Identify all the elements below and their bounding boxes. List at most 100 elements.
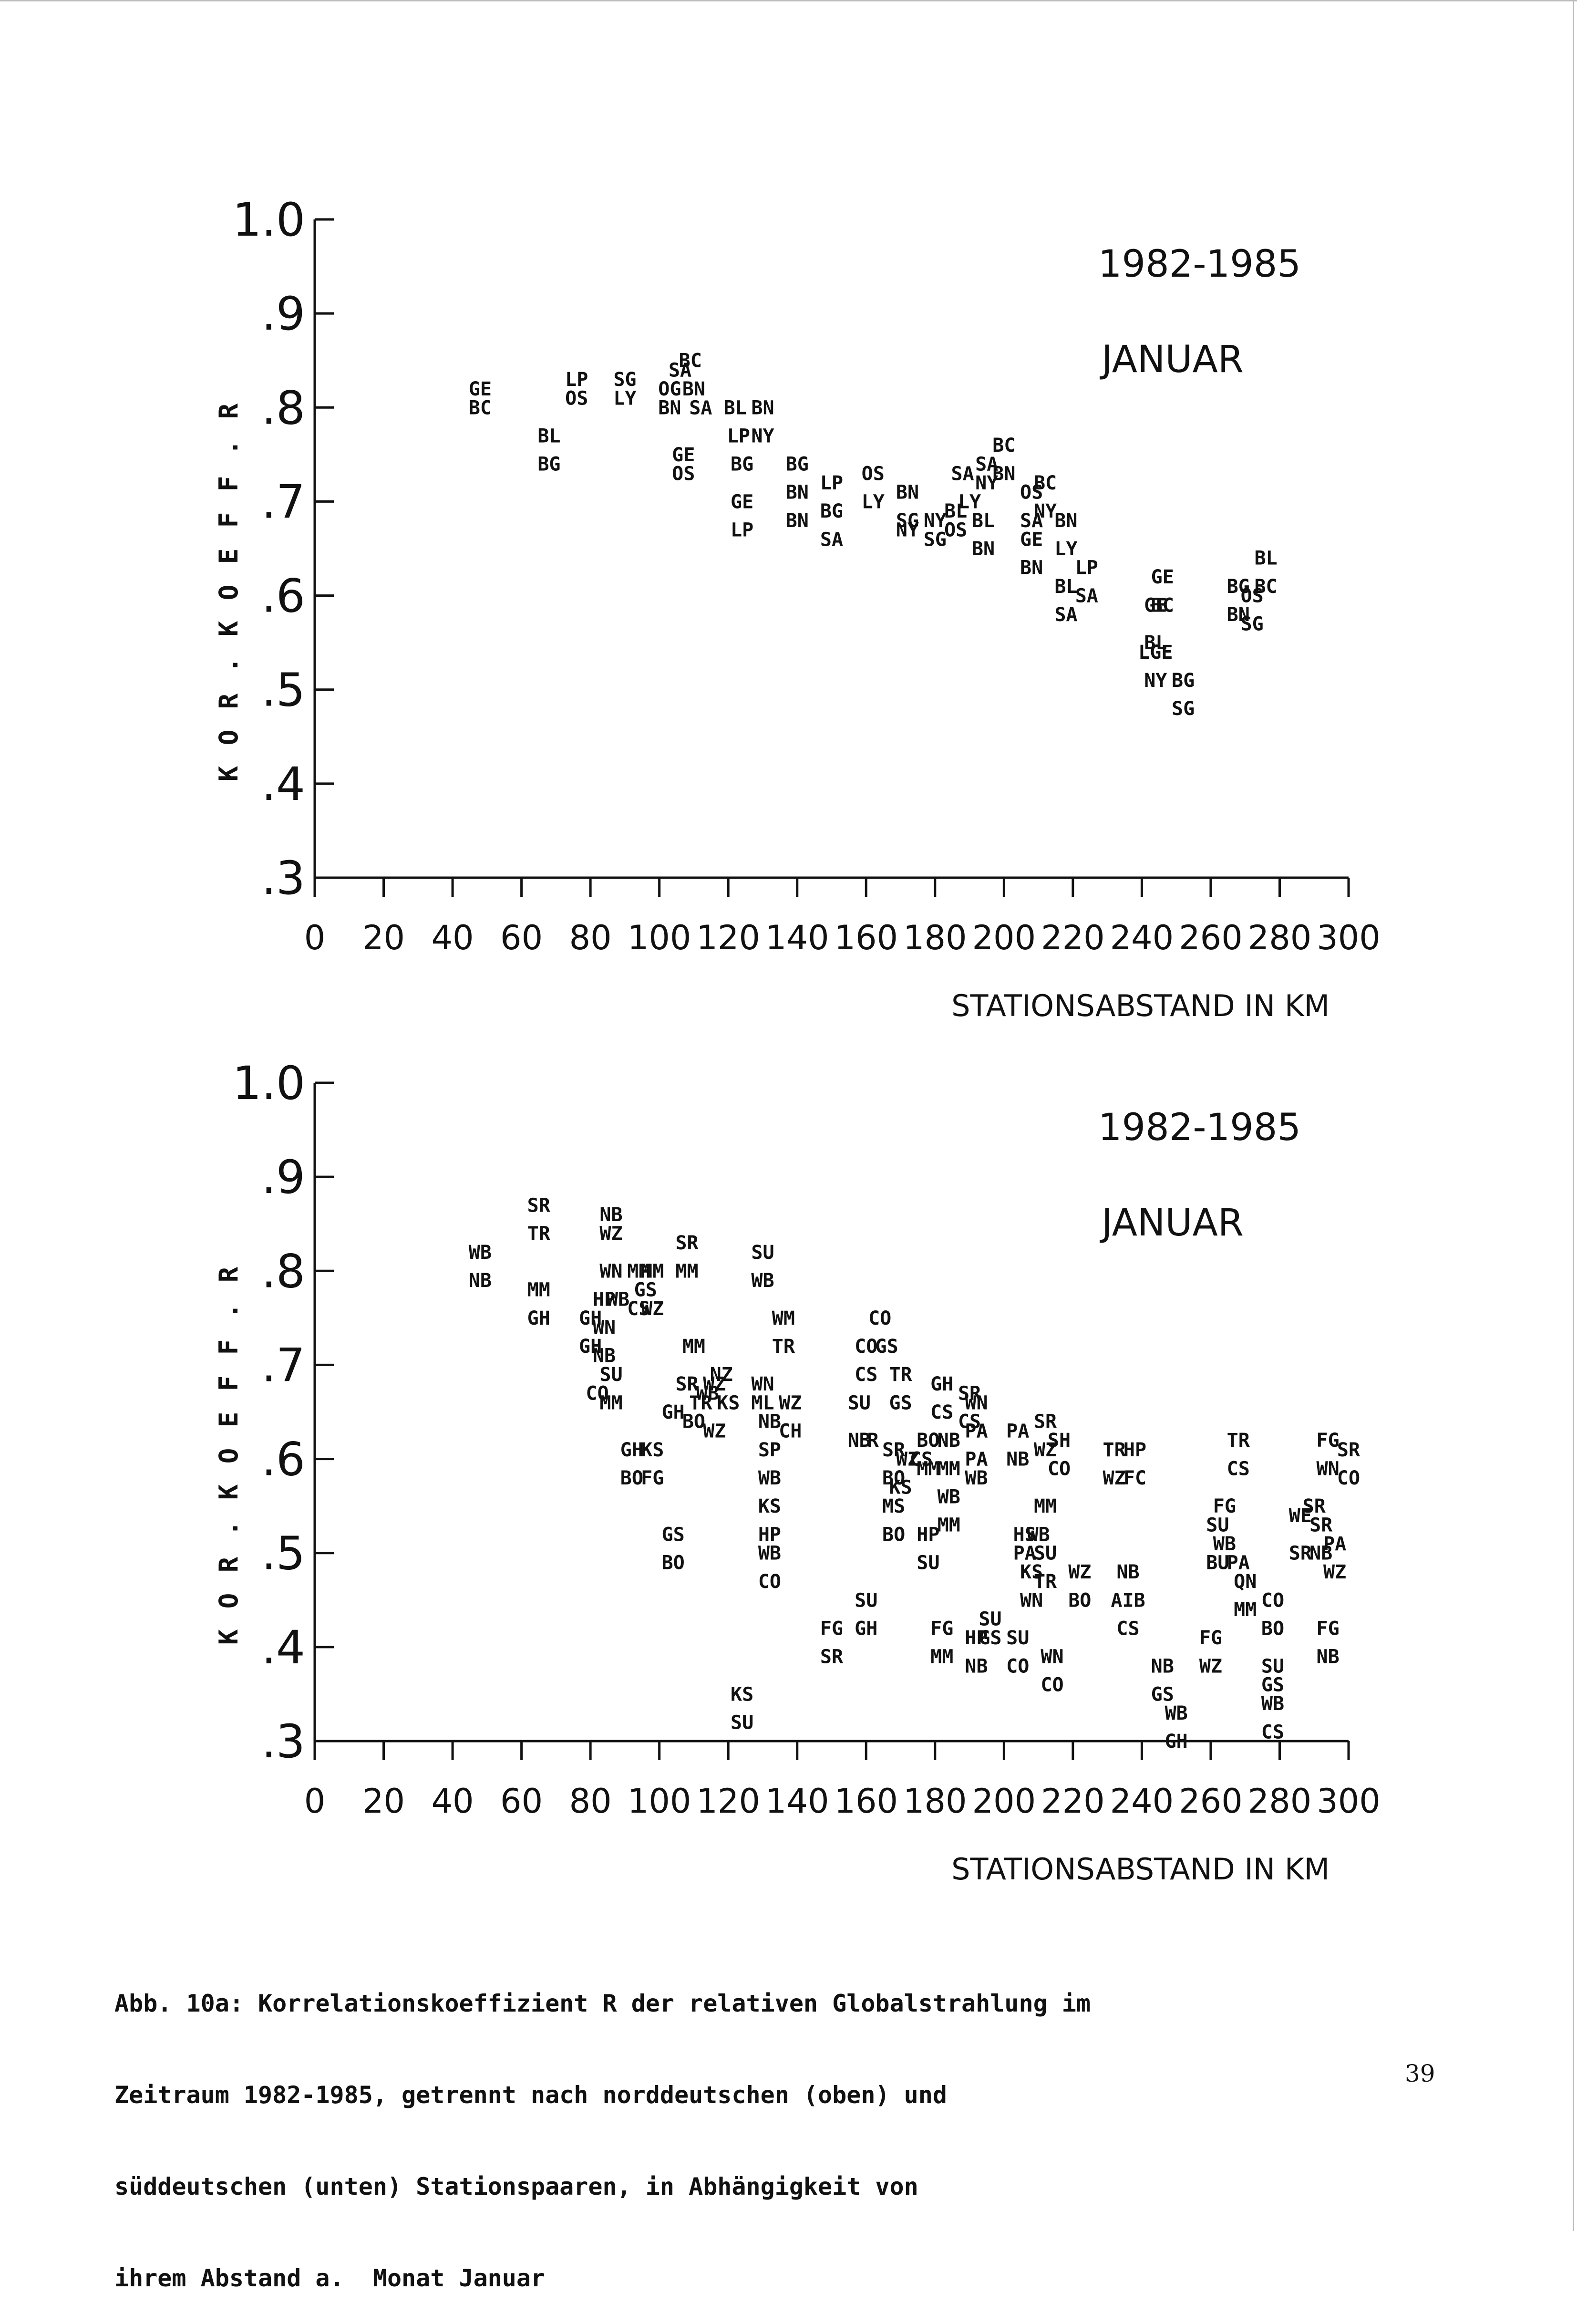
y-axis-label-glyph: O — [214, 585, 244, 601]
data-point-label: NY — [1034, 500, 1057, 522]
data-point-label: NB — [758, 1411, 781, 1433]
y-tick-label: .7 — [261, 1338, 305, 1392]
y-axis-label-glyph: K — [214, 1629, 244, 1645]
data-point-label: FC — [1123, 1467, 1146, 1489]
scan-edge-right — [1573, 0, 1574, 2231]
x-tick-label: 220 — [1041, 1782, 1105, 1821]
data-point-label: NY — [924, 510, 947, 532]
data-point-label: SG — [613, 369, 636, 391]
data-point-label: BO — [682, 1411, 705, 1433]
y-tick-label: .5 — [261, 664, 305, 717]
data-point-label: SA — [975, 454, 998, 476]
data-point-label: WN — [965, 1392, 988, 1414]
x-tick-label: 120 — [696, 1782, 760, 1821]
data-point-label: MM — [599, 1392, 622, 1414]
data-point-label: GE — [1151, 566, 1174, 588]
data-point-label: WB — [1261, 1693, 1284, 1715]
data-point-label: BN — [1227, 604, 1250, 626]
data-point-label: BN — [658, 397, 681, 419]
data-point-label: WB — [607, 1288, 629, 1310]
x-tick-label: 260 — [1179, 1782, 1243, 1821]
x-tick-label: 300 — [1317, 1782, 1381, 1821]
data-point-label: WN — [1317, 1458, 1340, 1480]
data-point-label: FG — [820, 1618, 843, 1639]
data-point-label: SU — [751, 1242, 774, 1264]
data-point-label: BL — [1254, 548, 1277, 570]
data-point-label: OS — [565, 388, 588, 410]
data-point-label: SU — [731, 1712, 753, 1734]
data-point-label: CO — [1041, 1674, 1063, 1696]
data-point-label: MM — [1234, 1599, 1257, 1621]
data-point-label: GH — [661, 1401, 684, 1423]
y-tick-label: .9 — [261, 287, 305, 341]
chart-north-svg: 1.0 .9 .8 .7 .6 .5 .4 .3 0 20 40 60 80 100 120 140 160 18… — [214, 193, 1381, 1021]
data-point-label: CO — [1048, 1458, 1071, 1480]
data-point-label: BN — [896, 482, 919, 504]
data-point-label: PA — [1006, 1420, 1029, 1442]
data-point-label: HP — [1123, 1439, 1146, 1461]
data-point-label: SR — [675, 1373, 699, 1395]
data-point-label: HP — [593, 1288, 616, 1310]
x-tick-label: 80 — [569, 1782, 612, 1821]
data-point-label: HP — [965, 1627, 988, 1649]
data-point-label: BC — [469, 397, 492, 419]
data-point-label: TR — [772, 1336, 795, 1358]
data-point-label: WE — [1289, 1505, 1312, 1527]
data-point-label: HP — [917, 1524, 939, 1546]
data-point-label: WZ — [1323, 1561, 1346, 1583]
data-point-label: MM — [1034, 1495, 1057, 1517]
data-point-label: WB — [469, 1242, 492, 1264]
data-point-label: LY — [1054, 538, 1077, 560]
data-point-label: BG — [786, 454, 809, 476]
data-point-label: NB — [848, 1430, 871, 1452]
data-point-label: WB — [1165, 1702, 1188, 1724]
data-point-label: SG — [1241, 613, 1264, 635]
data-point-label: NY — [1144, 670, 1167, 692]
x-tick-label: 120 — [696, 918, 760, 957]
data-point-label: AIB — [1111, 1589, 1145, 1611]
data-point-label: CH — [779, 1420, 802, 1442]
data-point-label: SR — [675, 1232, 699, 1254]
y-axis-label-glyph: K — [214, 621, 244, 636]
data-point-label: BG — [820, 500, 843, 522]
data-point-label: TR — [1034, 1571, 1057, 1593]
data-point-label: KS — [758, 1495, 781, 1517]
y-axis-label-glyph: F — [214, 476, 244, 492]
data-point-label: WN — [599, 1260, 622, 1282]
data-point-label: SA — [1020, 510, 1043, 532]
data-point-label: BL — [944, 500, 967, 522]
x-tick-label: 60 — [500, 1782, 543, 1821]
data-point-label: SR — [1289, 1543, 1312, 1565]
chart-north: 1.0 .9 .8 .7 .6 .5 .4 .3 0 20 40 60 80 100 120 140 160 18… — [0, 181, 1577, 1021]
data-point-label: FG — [930, 1618, 953, 1639]
data-point-label: CS — [1227, 1458, 1250, 1480]
y-axis-label-glyph: R — [214, 1266, 244, 1282]
data-point-label: SR — [1337, 1439, 1361, 1461]
data-point-label: CO — [586, 1383, 609, 1405]
caption-line: Zeitraum 1982-1985, getrennt nach nordde… — [114, 2081, 947, 2109]
data-point-label: WB — [696, 1383, 719, 1405]
data-point-label: SU — [917, 1552, 939, 1574]
data-point-label: WB — [938, 1486, 960, 1508]
x-tick-label: 20 — [362, 1782, 405, 1821]
data-point-label: SR — [882, 1439, 906, 1461]
y-tick-label: 1.0 — [232, 193, 305, 247]
data-point-label: MM — [641, 1260, 664, 1282]
y-tick-label: .8 — [261, 381, 305, 435]
data-point-label: CS — [958, 1411, 981, 1433]
page-number: 39 — [1405, 2060, 1435, 2087]
data-point-label: SA — [669, 359, 691, 381]
y-axis-label-glyph: K — [214, 766, 244, 781]
data-point-label: OS — [1020, 482, 1043, 504]
x-tick-label: 180 — [903, 1782, 967, 1821]
data-point-label: BC — [1034, 472, 1057, 494]
data-point-label: SU — [979, 1608, 1001, 1630]
data-point-label: WN — [751, 1373, 774, 1395]
caption-line: süddeutschen (unten) Stationspaaren, in … — [114, 2173, 918, 2200]
y-axis-label-glyph: O — [214, 1593, 244, 1609]
x-tick-label: 260 — [1179, 918, 1243, 957]
x-tick-label: 180 — [903, 918, 967, 957]
data-point-label: BL — [724, 397, 747, 419]
data-point-label: CO — [855, 1336, 877, 1358]
data-point-label: BN — [1054, 510, 1077, 532]
